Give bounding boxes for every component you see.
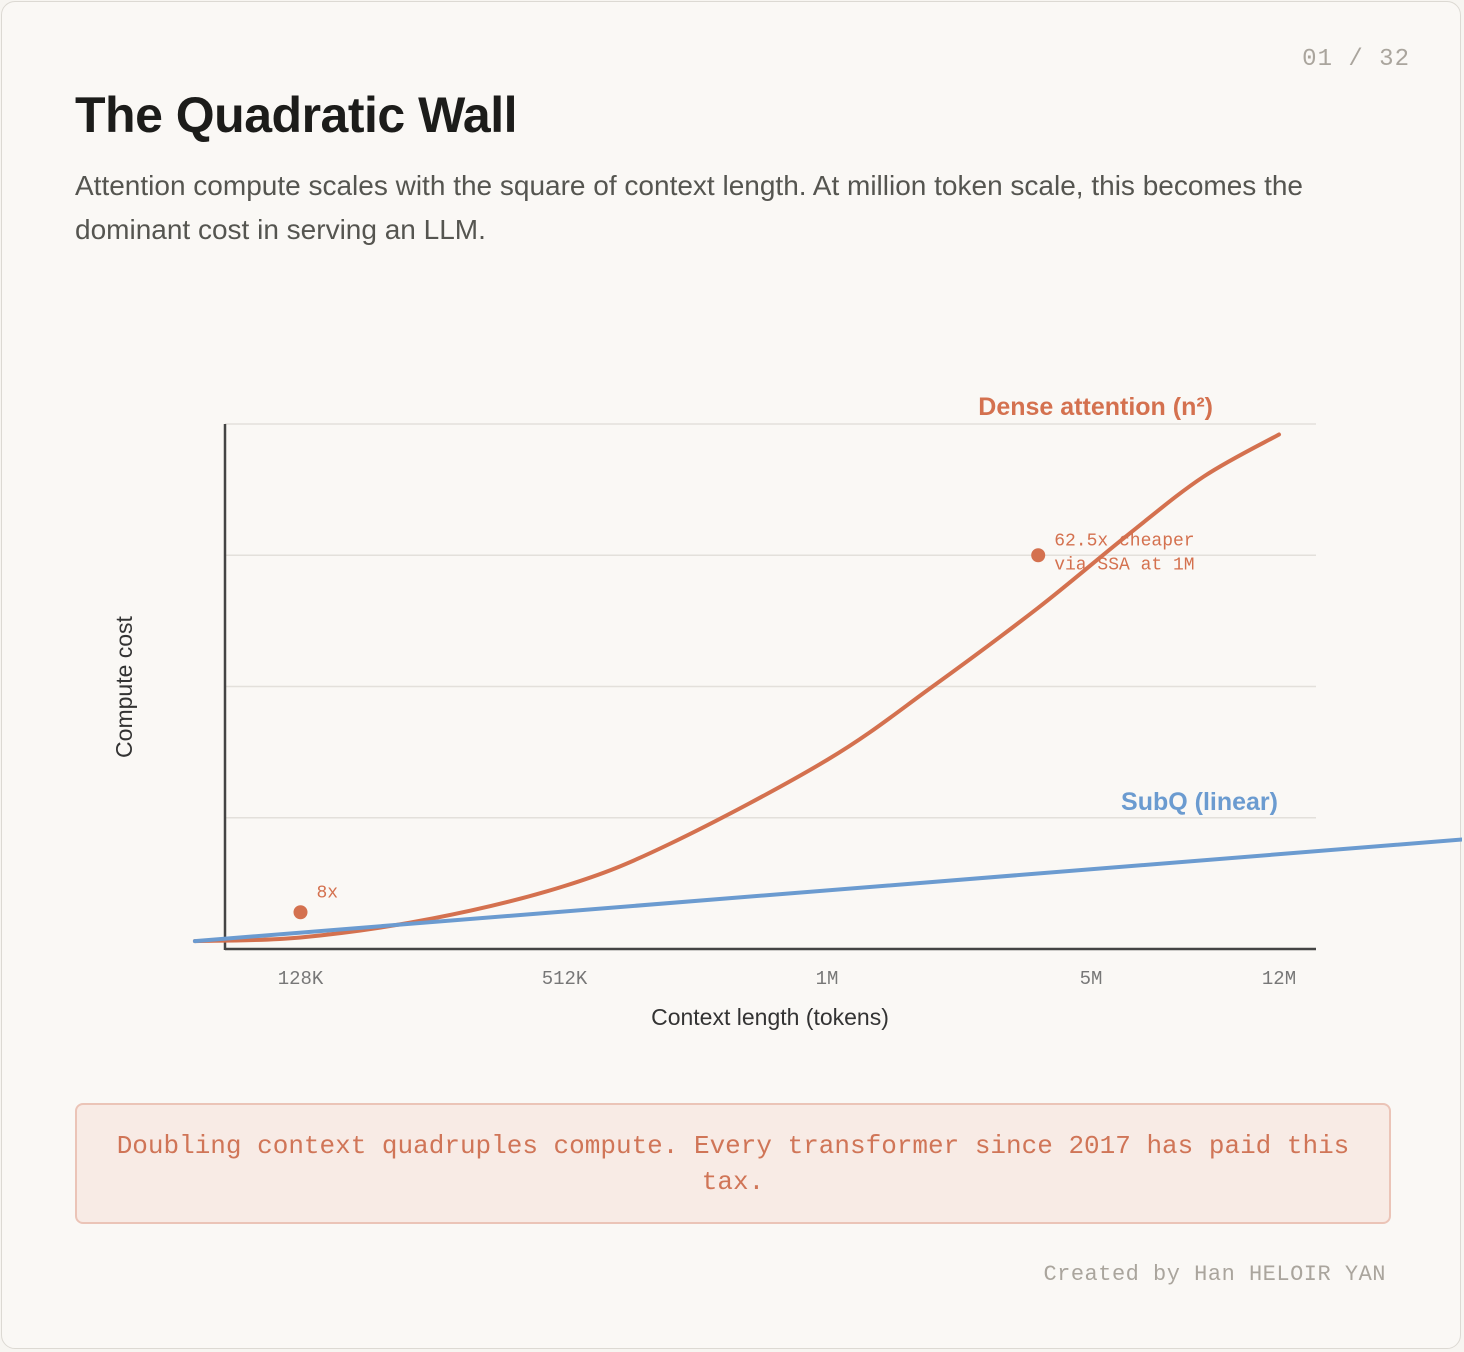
compute-cost-chart: 8x 62.5x cheaper via SSA at 1M 128K 512K 1M 5…	[111, 393, 1462, 1030]
x-tick-label: 512K	[542, 968, 588, 990]
x-tick-label: 12M	[1262, 968, 1296, 990]
page-subtitle: Attention compute scales with the square…	[75, 170, 1304, 245]
subq-series-label: SubQ (linear)	[1121, 788, 1278, 816]
annotation-ssa-savings-text: via SSA at 1M	[1054, 555, 1194, 575]
x-axis-label: Context length (tokens)	[651, 1004, 889, 1030]
x-tick-label: 1M	[816, 968, 839, 990]
credit-line: Created by Han HELOIR YAN	[1043, 1262, 1386, 1287]
y-axis-label: Compute cost	[111, 615, 137, 758]
grid-layer	[225, 423, 1316, 819]
annotation-8x-text: 8x	[317, 883, 339, 903]
annotation-ssa-savings-text: 62.5x cheaper	[1054, 531, 1194, 551]
annotation-8x-dot	[293, 905, 308, 920]
callout-text: Doubling context quadruples compute. Eve…	[116, 1130, 1350, 1197]
callout-box: Doubling context quadruples compute. Eve…	[75, 1103, 1391, 1224]
dense-attention-line	[192, 432, 1281, 944]
page-counter: 01 / 32	[1302, 46, 1410, 73]
page-title: The Quadratic Wall	[75, 87, 518, 143]
annotation-ssa-savings-dot	[1031, 548, 1046, 563]
x-tick-label: 128K	[278, 968, 324, 990]
series-layer	[192, 432, 1462, 944]
dense-series-label: Dense attention (n²)	[978, 393, 1213, 421]
tick-layer: 128K 512K 1M 5M 12M	[278, 968, 1296, 990]
x-tick-label: 5M	[1080, 968, 1103, 990]
annotation-layer: 8x 62.5x cheaper via SSA at 1M	[293, 531, 1195, 920]
subq-linear-line	[192, 837, 1462, 944]
